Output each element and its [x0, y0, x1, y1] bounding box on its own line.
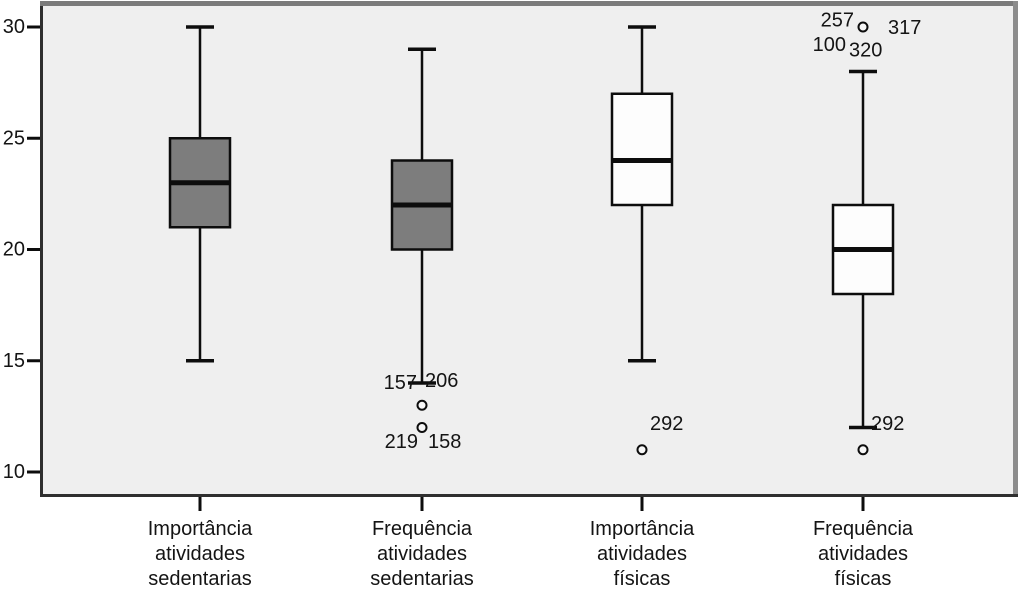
box-iqr: [610, 92, 674, 207]
frame-border-left: [40, 6, 43, 497]
category-label-line: físicas: [835, 568, 892, 590]
y-axis-tick-label: 10: [3, 461, 25, 483]
category-label-line: atividades: [818, 543, 908, 565]
category-label-line: atividades: [597, 543, 687, 565]
category-label-line: atividades: [377, 543, 467, 565]
outlier-point: [416, 422, 428, 433]
outlier-point: [416, 399, 428, 411]
category-label-line: sedentarias: [370, 568, 473, 590]
outlier-label: 292: [871, 413, 904, 435]
frame-border-right: [1013, 1, 1018, 497]
category-label-line: físicas: [614, 568, 671, 590]
outlier-label: 257: [821, 9, 854, 31]
outlier-label: 317: [888, 17, 921, 39]
frame-border-top: [40, 1, 1018, 6]
frame-border-bottom: [40, 494, 1018, 497]
category-label-line: Frequência: [372, 518, 473, 540]
outlier-point: [857, 444, 869, 456]
y-axis-tick-label: 15: [3, 350, 25, 372]
outlier-label: 100: [813, 34, 846, 56]
category-label-line: sedentarias: [148, 568, 251, 590]
y-axis-tick-label: 25: [3, 127, 25, 149]
outlier-label: 292: [650, 413, 683, 435]
outlier-label: 219: [385, 431, 418, 453]
outlier-label: 320: [849, 39, 882, 61]
outlier-point: [636, 444, 648, 456]
category-label-line: Importância: [148, 518, 253, 540]
outlier-point: [857, 21, 869, 33]
outlier-label: 157: [384, 372, 417, 394]
y-axis-tick-label: 20: [3, 239, 25, 261]
category-label-line: Frequência: [813, 518, 914, 540]
category-label-line: Importância: [590, 518, 695, 540]
y-axis-tick-label: 30: [3, 16, 25, 38]
category-label-line: atividades: [155, 543, 245, 565]
outlier-label: 158: [428, 431, 461, 453]
outlier-label: 206: [425, 370, 458, 392]
